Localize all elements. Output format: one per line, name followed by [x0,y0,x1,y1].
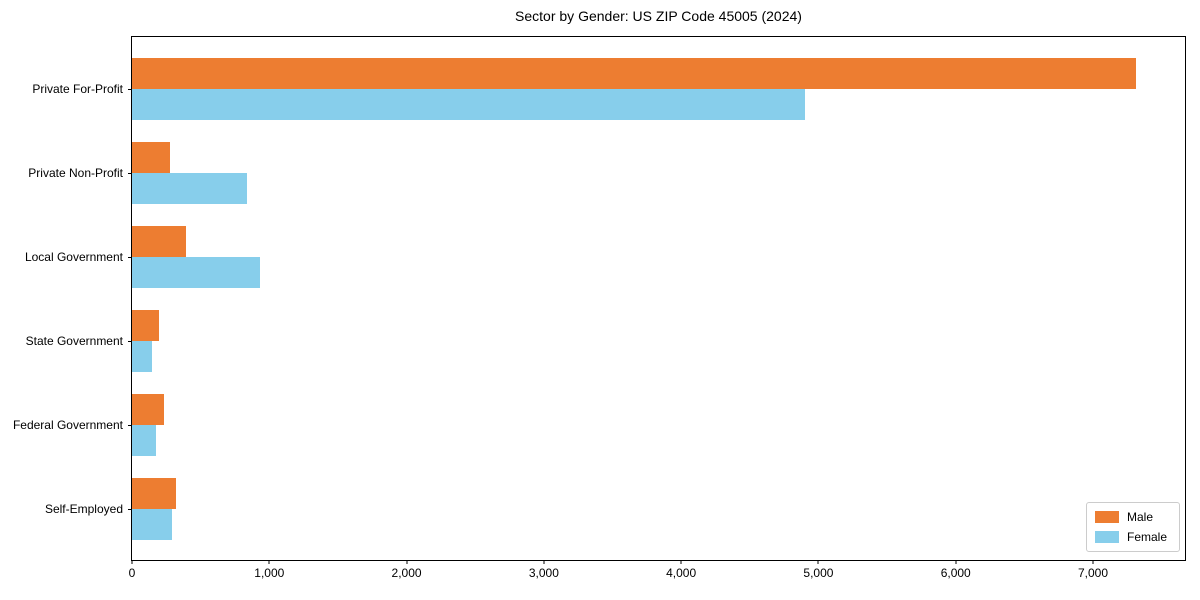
bar-male-private-for-profit [132,58,1136,89]
y-tick-mark [128,256,132,258]
y-tick-label-self-employed: Self-Employed [44,502,123,516]
y-tick-label-state-government: State Government [25,334,123,348]
x-tick-mark [131,560,133,564]
y-tick-mark [128,172,132,174]
female-color-swatch [1094,531,1119,543]
x-tick-mark [955,560,957,564]
x-tick-label-1000: 1,000 [254,566,285,580]
y-tick-label-private-non-profit: Private Non-Profit [28,166,123,180]
y-tick-mark [128,88,132,90]
bar-male-federal-government [132,394,165,425]
legend-entry-female: Female [1094,530,1167,544]
y-tick-label-local-government: Local Government [24,250,123,264]
x-tick-label-3000: 3,000 [528,566,559,580]
x-tick-mark [268,560,270,564]
legend: Male Female [1085,502,1180,552]
bar-male-local-government [132,226,187,257]
y-tick-label-federal-government: Federal Government [12,418,123,432]
legend-label-male: Male [1126,510,1153,524]
x-tick-label-5000: 5,000 [803,566,834,580]
bar-female-federal-government [132,425,157,456]
bar-female-state-government [132,341,152,372]
bar-female-local-government [132,257,260,288]
x-tick-label-2000: 2,000 [391,566,422,580]
x-tick-mark [1092,560,1094,564]
male-color-swatch [1094,511,1119,523]
legend-entry-male: Male [1094,510,1167,524]
x-tick-mark [406,560,408,564]
x-tick-mark [817,560,819,564]
y-tick-mark [128,424,132,426]
x-tick-label-7000: 7,000 [1078,566,1109,580]
legend-label-female: Female [1126,530,1167,544]
x-tick-label-6000: 6,000 [940,566,971,580]
bar-male-state-government [132,310,159,341]
x-tick-label-0: 0 [128,566,136,580]
bar-male-private-non-profit [132,142,170,173]
plot-area: Male Female Private For-Profit Private No… [13,36,1186,580]
bar-female-self-employed [132,509,172,540]
bar-female-private-for-profit [132,89,805,120]
bar-male-self-employed [132,478,176,509]
x-tick-mark [680,560,682,564]
y-tick-mark [128,508,132,510]
y-tick-mark [128,340,132,342]
bar-female-private-non-profit [132,173,247,204]
y-tick-label-private-for-profit: Private For-Profit [32,82,123,96]
x-tick-mark [543,560,545,564]
chart-title: Sector by Gender: US ZIP Code 45005 (202… [515,8,802,24]
x-tick-label-4000: 4,000 [666,566,697,580]
